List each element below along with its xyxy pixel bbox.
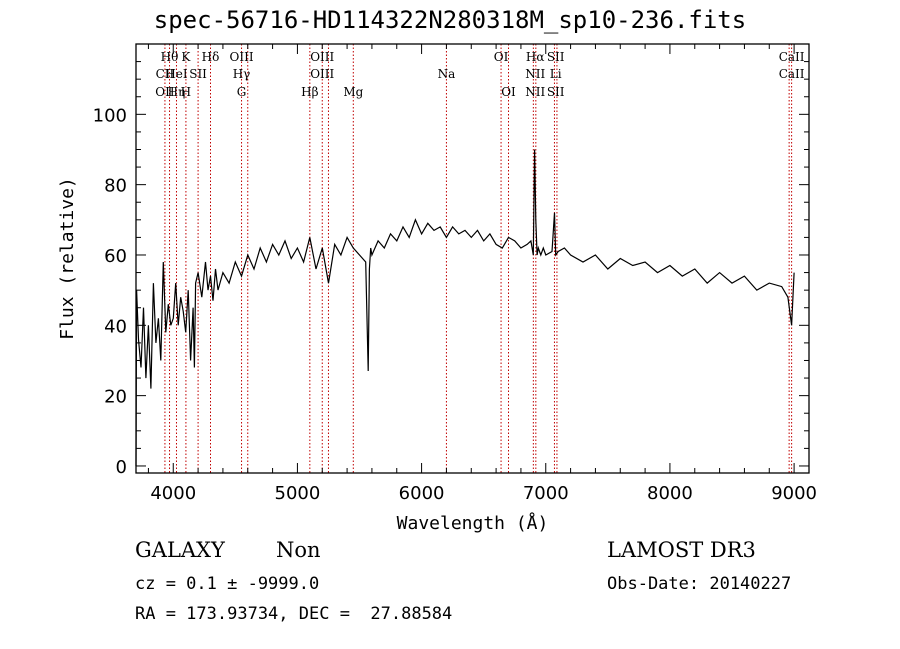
survey-name: LAMOST DR3 [607, 538, 756, 562]
line-label: Na [438, 67, 456, 81]
line-label: SII [189, 67, 207, 81]
obs-date: Obs-Date: 20140227 [607, 574, 792, 594]
line-label: Li [550, 67, 562, 81]
line-label: Hγ [233, 67, 251, 81]
line-label: CaII [779, 67, 805, 81]
x-tick-label: 4000 [150, 483, 196, 504]
line-label: HeI [165, 67, 188, 81]
y-tick-label: 60 [104, 246, 127, 267]
line-label: OII [155, 85, 175, 99]
line-label: Hη [168, 85, 186, 99]
line-label: OI [501, 85, 516, 99]
line-label: OIII [310, 50, 334, 64]
y-tick-label: 40 [104, 316, 127, 337]
object-subclass: Non [276, 538, 321, 562]
line-label: H [181, 85, 191, 99]
coords-text: RA = 173.93734, DEC = 27.88584 [135, 604, 453, 624]
chart-title: spec-56716-HD114322N280318M_sp10-236.fit… [153, 6, 747, 34]
spectrum-line [135, 149, 795, 467]
line-label: Hθ [161, 50, 179, 64]
x-tick-label: 7000 [523, 483, 569, 504]
line-label: K [181, 50, 191, 64]
line-label: OIII [230, 50, 254, 64]
line-label: NII [525, 67, 545, 81]
y-tick-label: 100 [93, 105, 127, 126]
line-label: NII [525, 85, 545, 99]
x-tick-label: 6000 [399, 483, 445, 504]
line-label: OIII [310, 67, 334, 81]
x-tick-label: 5000 [275, 483, 321, 504]
line-label: CII [156, 67, 175, 81]
line-label: Hδ [202, 50, 220, 64]
x-tick-label: 8000 [647, 483, 693, 504]
object-class: GALAXY [135, 538, 225, 562]
redshift-text: cz = 0.1 ± -9999.0 [135, 574, 320, 594]
y-tick-label: 80 [104, 176, 127, 197]
y-tick-label: 20 [104, 387, 127, 408]
y-axis-label: Flux (relative) [57, 177, 78, 340]
line-label: G [237, 85, 247, 99]
plot-frame [135, 43, 810, 474]
line-label: OI [494, 50, 509, 64]
line-label: CaII [779, 50, 805, 64]
line-label: Hβ [301, 85, 318, 99]
x-tick-label: 9000 [771, 483, 817, 504]
line-label: SII [547, 50, 565, 64]
y-tick-label: 0 [116, 457, 127, 478]
line-label: Mg [343, 85, 363, 99]
line-label: SII [547, 85, 565, 99]
x-axis-label: Wavelength (Å) [397, 512, 549, 534]
line-label: Hα [526, 50, 545, 64]
